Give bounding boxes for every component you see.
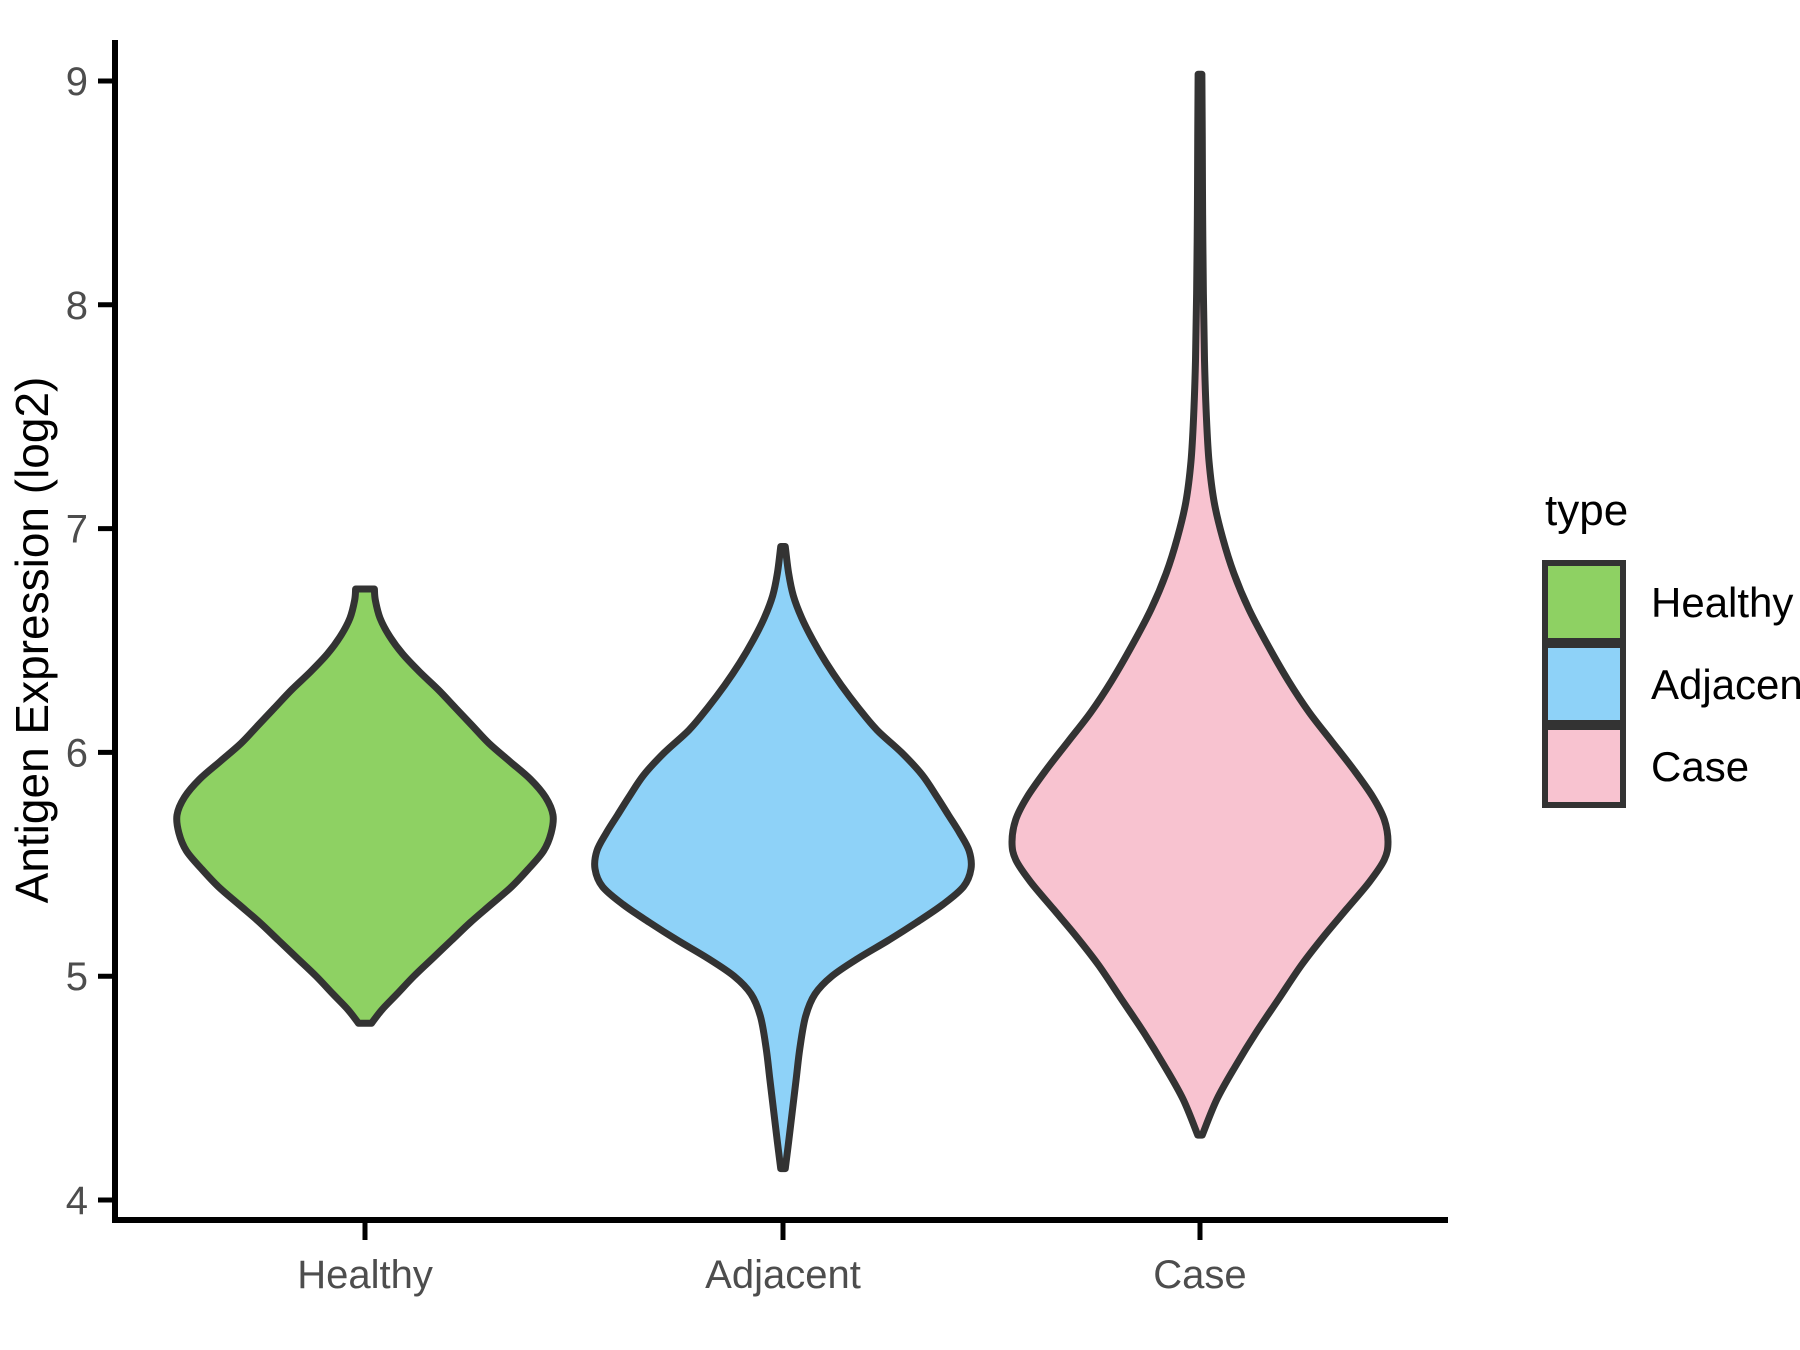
y-axis-tick-label: 6 xyxy=(66,731,88,775)
legend-swatch-case[interactable] xyxy=(1542,724,1626,808)
y-axis-title: Antigen Expression (log2) xyxy=(6,377,58,904)
violin-shapes-group xyxy=(173,70,1392,1173)
y-axis-tick-label: 9 xyxy=(66,60,88,104)
legend-label-adjacent: Adjacent xyxy=(1651,661,1800,708)
x-axis-tick-labels: Healthy Adjacent Case xyxy=(297,1253,1247,1297)
y-axis-tick-label: 7 xyxy=(66,508,88,552)
violin-healthy xyxy=(173,585,557,1027)
x-axis-tick-label: Healthy xyxy=(297,1253,433,1297)
x-axis-tick-label: Case xyxy=(1153,1253,1246,1297)
y-axis-tick-label: 5 xyxy=(66,955,88,999)
legend-title: type xyxy=(1545,486,1628,535)
legend-label-case: Case xyxy=(1651,743,1749,790)
legend-swatch-adjacent[interactable] xyxy=(1542,642,1626,726)
violin-case xyxy=(1008,70,1392,1139)
violin-adjacent xyxy=(591,543,975,1173)
y-axis-tick-labels: 9 8 7 6 5 4 xyxy=(66,60,88,1223)
x-axis-tick-marks xyxy=(362,1222,1203,1240)
y-axis-tick-label: 8 xyxy=(66,284,88,328)
x-axis-tick-label: Adjacent xyxy=(705,1253,861,1297)
legend-swatch-healthy[interactable] xyxy=(1542,560,1626,644)
legend-entries-group: Healthy Adjacent Case xyxy=(1542,560,1800,808)
y-axis-tick-label: 4 xyxy=(66,1179,88,1223)
legend-label-healthy: Healthy xyxy=(1651,579,1793,626)
